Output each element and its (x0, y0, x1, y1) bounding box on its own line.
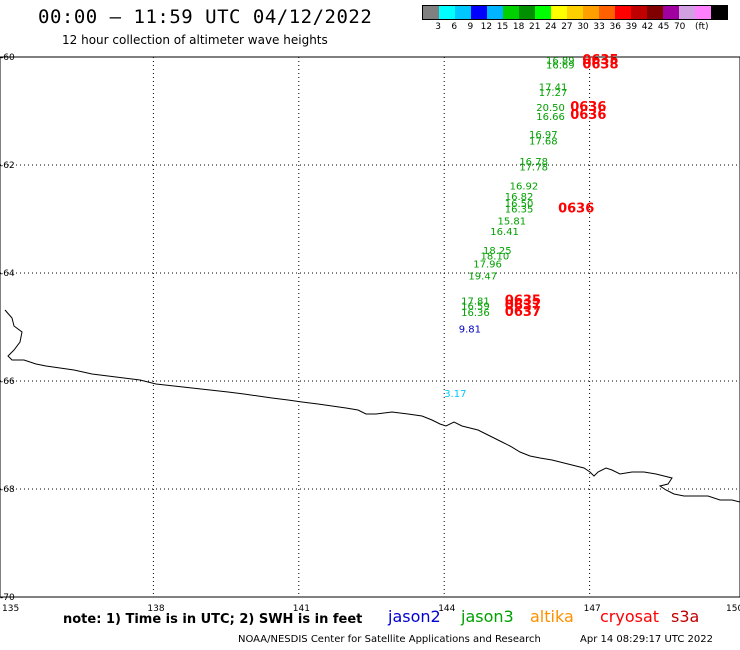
time-label: 0635 (505, 293, 541, 308)
scale-label: 36 (609, 22, 621, 32)
wave-height-label: 16.78 (519, 157, 548, 168)
satellite-jason3: jason3 (461, 607, 514, 626)
satellite-jason2: jason2 (388, 607, 441, 626)
scale-swatch (535, 6, 551, 19)
scale-swatch (471, 6, 487, 19)
wave-height-label: 16.89 (546, 56, 575, 67)
lon-label: 150 (726, 604, 740, 614)
antarctic-coastline (4, 309, 740, 503)
scale-label: 70 (673, 22, 686, 32)
map-frame (0, 56, 740, 598)
time-label: 0637 (505, 299, 541, 314)
scale-label: 27 (561, 22, 573, 32)
scale-label: 18 (512, 22, 525, 32)
lat-lon-grid (0, 57, 740, 597)
wave-height-label: 15.81 (498, 216, 527, 227)
scale-swatch (647, 6, 663, 19)
scale-label: 33 (593, 22, 605, 32)
wave-height-label: 16.50 (505, 199, 534, 210)
wave-height-label: 9.81 (459, 324, 481, 335)
scale-label: 6 (451, 22, 458, 32)
lat-label: -64 (0, 269, 15, 279)
wave-height-label: 17.78 (519, 162, 548, 173)
time-label: 0638 (582, 57, 618, 72)
credit-text: NOAA/NESDIS Center for Satellite Applica… (238, 634, 541, 645)
scale-label: 9 (467, 22, 474, 32)
chart-subtitle: 12 hour collection of altimeter wave hei… (62, 33, 328, 47)
satellite-altika: altika (530, 607, 574, 626)
lon-label: 135 (2, 604, 19, 614)
satellite-s3a: s3a (671, 607, 700, 626)
wave-height-label: 16.82 (505, 192, 534, 203)
time-label: 0636 (570, 100, 606, 115)
scale-swatch (455, 6, 471, 19)
time-label: 0636 (558, 202, 594, 217)
credit-timestamp: Apr 14 08:29:17 UTC 2022 (580, 634, 713, 645)
wave-height-label: 17.41 (539, 82, 568, 93)
lat-label: -66 (0, 377, 15, 387)
time-label: 0636 (570, 108, 606, 123)
wave-height-label: 16.59 (461, 302, 490, 313)
time-label: 0635 (582, 53, 618, 68)
wave-height-label: 18.10 (481, 252, 510, 263)
scale-swatch (599, 6, 615, 19)
satellite-cryosat: cryosat (600, 607, 660, 626)
scale-label: 45 (657, 22, 670, 32)
scale-label: 30 (577, 22, 589, 32)
wave-height-label: 16.69 (546, 60, 575, 71)
scale-swatch (503, 6, 519, 19)
scale-swatch (679, 6, 695, 19)
wave-height-label: 18.25 (483, 246, 512, 257)
wave-height-label: 16.36 (461, 308, 490, 319)
scale-swatch (567, 6, 583, 19)
scale-swatch (439, 6, 455, 19)
scale-label: 39 (625, 22, 638, 32)
scale-label: 42 (641, 22, 654, 32)
scale-swatch (519, 6, 535, 19)
scale-swatch (663, 6, 679, 19)
wave-height-label: 16.66 (536, 112, 565, 123)
lat-label: -62 (0, 161, 15, 171)
scale-label: 24 (545, 22, 557, 32)
wave-height-label: 19.47 (468, 271, 497, 282)
wave-height-label: 16.41 (490, 227, 519, 238)
scale-swatch (423, 6, 439, 19)
footer-note: note: 1) Time is in UTC; 2) SWH is in fe… (63, 612, 363, 627)
lon-label: 147 (584, 604, 601, 614)
wave-height-label: 17.96 (473, 260, 502, 271)
lon-label: 141 (293, 604, 310, 614)
lat-label: -60 (0, 53, 15, 63)
scale-label: 21 (529, 22, 541, 32)
lon-label: 144 (438, 604, 455, 614)
wave-height-label: 20.50 (536, 103, 565, 114)
chart-title: 00:00 – 11:59 UTC 04/12/2022 (38, 6, 373, 28)
lon-label: 138 (147, 604, 164, 614)
scale-swatch (615, 6, 631, 19)
lat-label: -70 (0, 593, 15, 603)
axis-labels: 135 138 141 144 147 150 -60 -62 -64 -66 -68 -70 (0, 53, 740, 614)
wave-height-label: 17.68 (529, 136, 558, 147)
scale-label: 15 (496, 22, 509, 32)
scale-swatch (695, 6, 711, 19)
wave-height-label: 17.81 (461, 296, 490, 307)
scale-swatch (583, 6, 599, 19)
wave-height-label: 16.35 (505, 205, 534, 216)
wave-height-label: 17.27 (539, 88, 568, 99)
scale-label: (ft) (695, 22, 709, 32)
time-label: 0637 (505, 305, 541, 320)
color-scale-labels: 3 6 9 12 15 18 21 24 27 30 33 36 39 42 45 70 (ft) (422, 22, 732, 34)
scale-swatch (551, 6, 567, 19)
wave-height-label: 3.17 (444, 389, 466, 400)
scale-label: 12 (480, 22, 493, 32)
scale-label: 3 (435, 22, 441, 32)
scale-swatch (631, 6, 647, 19)
wave-height-label: 16.92 (510, 181, 539, 192)
scale-swatch (487, 6, 503, 19)
lat-label: -68 (0, 485, 15, 495)
wave-height-label: 16.97 (529, 130, 558, 141)
color-scale-bar (422, 5, 728, 20)
scale-swatch (711, 6, 727, 19)
